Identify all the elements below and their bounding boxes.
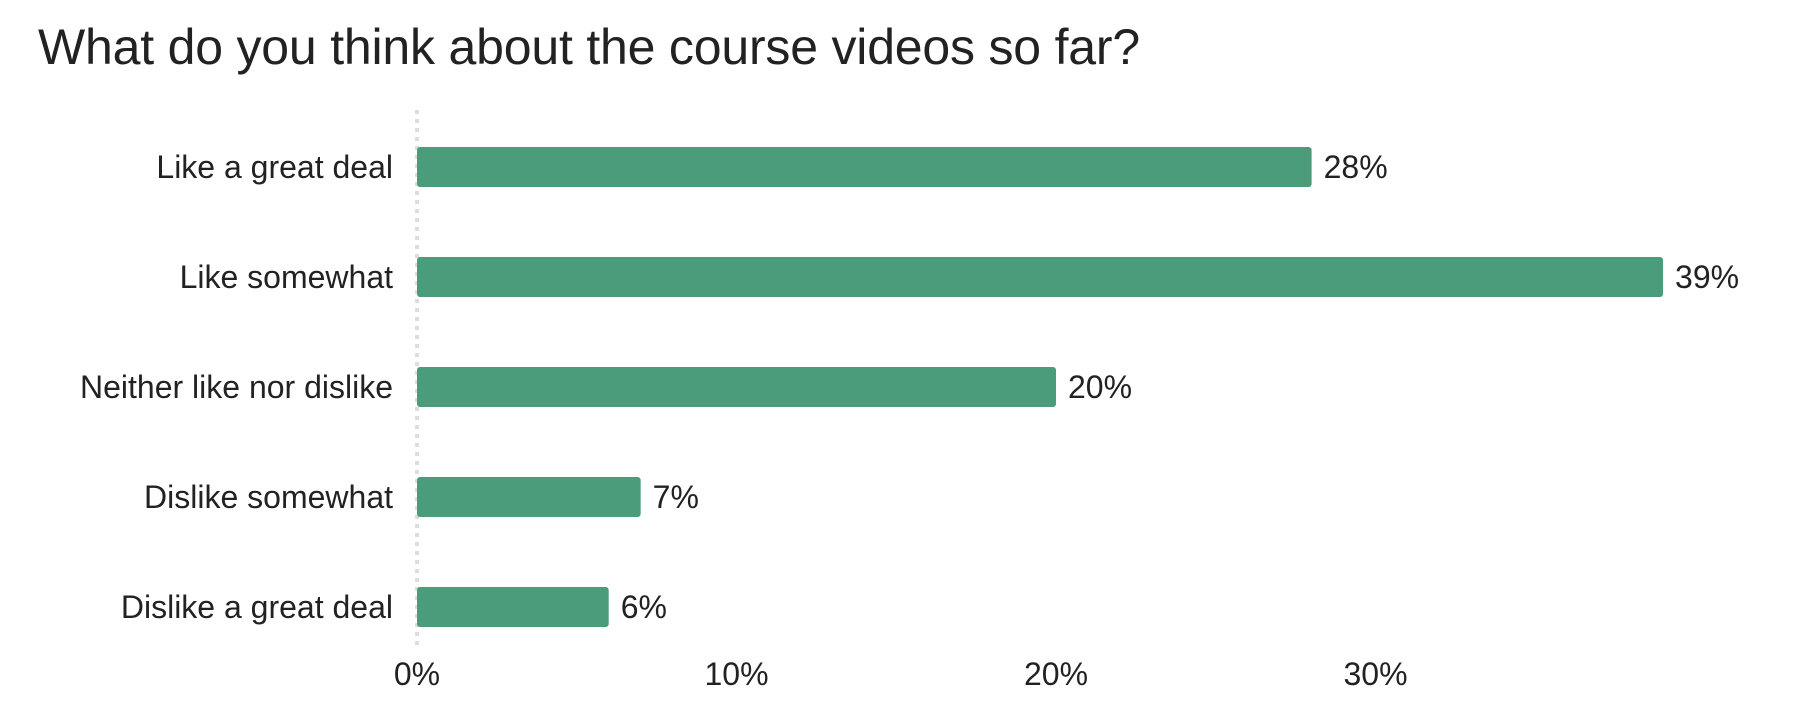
labels-layer: Like a great deal 28% Like somewhat 39% Neit… [80, 149, 1739, 625]
category-label: Neither like nor dislike [80, 369, 393, 405]
x-tick-label: 20% [1024, 656, 1088, 692]
chart-title: What do you think about the course video… [38, 19, 1140, 75]
bar [417, 147, 1312, 187]
category-label: Dislike a great deal [121, 589, 393, 625]
x-tick-label: 30% [1343, 656, 1407, 692]
category-label: Like somewhat [180, 259, 394, 295]
x-axis-ticks: 0% 10% 20% 30% [394, 656, 1408, 692]
category-label: Like a great deal [156, 149, 393, 185]
x-tick-label: 0% [394, 656, 440, 692]
bar [417, 367, 1056, 407]
data-label: 6% [621, 589, 667, 625]
data-label: 39% [1675, 259, 1739, 295]
x-tick-label: 10% [704, 656, 768, 692]
data-label: 28% [1324, 149, 1388, 185]
data-label: 20% [1068, 369, 1132, 405]
bar [417, 587, 609, 627]
bar [417, 257, 1664, 297]
data-label: 7% [653, 479, 699, 515]
bars-layer [417, 147, 1664, 627]
bar [417, 477, 641, 517]
category-label: Dislike somewhat [144, 479, 393, 515]
